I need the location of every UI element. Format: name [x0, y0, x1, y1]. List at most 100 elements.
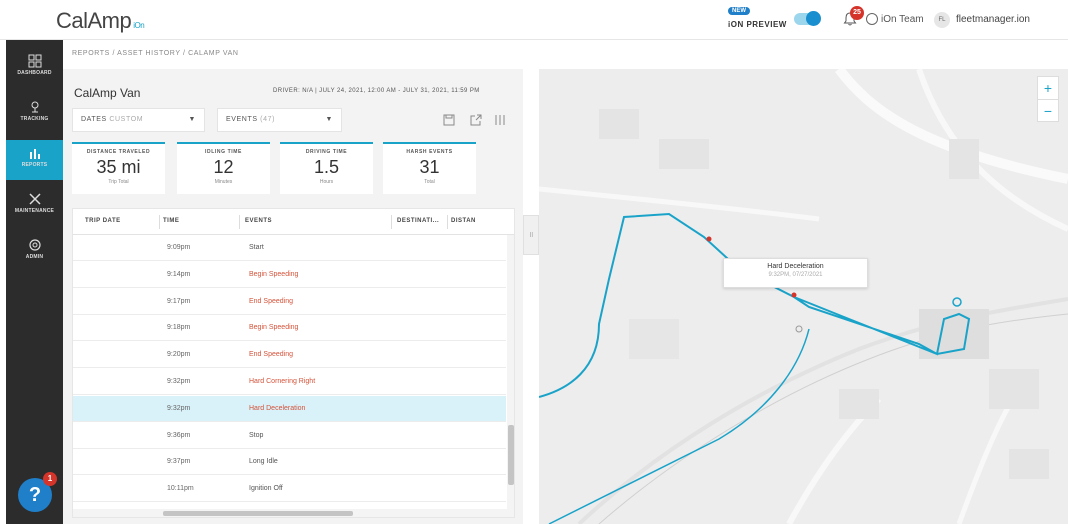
column-header-trip-date[interactable]: TRIP DATE [85, 218, 121, 224]
sidebar-item-reports[interactable]: REPORTS [6, 140, 63, 180]
driver-date-info: DRIVER: N/A | JULY 24, 2021, 12:00 AM - … [273, 88, 480, 94]
export-icon[interactable] [470, 114, 482, 126]
stat-unit: Trip Total [108, 179, 129, 185]
cell-event: Begin Speeding [249, 324, 299, 331]
sidebar-item-admin[interactable]: ADMIN [6, 232, 63, 272]
sidebar-item-label: REPORTS [21, 162, 48, 168]
chevron-down-icon: ▼ [188, 116, 196, 123]
column-header-distance[interactable]: DISTAN [451, 218, 476, 224]
map-canvas [539, 69, 1068, 524]
cell-time: 9:32pm [167, 405, 191, 412]
column-header-destination[interactable]: DESTINATI... [397, 218, 440, 224]
top-bar: CalAmp iOn NEW iON PREVIEW 25 iOn Team FL… [0, 0, 1068, 40]
table-header: TRIP DATE TIME EVENTS DESTINATI... DISTA… [73, 209, 514, 235]
popup-subtitle: 9:32PM, 07/27/2021 [768, 272, 823, 278]
stat-distance: DISTANCE TRAVELED 35 mi Trip Total [72, 142, 165, 194]
stat-title: HARSH EVENTS [406, 149, 453, 155]
cell-event: Start [249, 244, 264, 251]
column-header-events[interactable]: EVENTS [245, 218, 273, 224]
cell-event: End Speeding [249, 351, 293, 358]
toggle-knob [806, 11, 821, 26]
sidebar-item-dashboard[interactable]: DASHBOARD [6, 48, 63, 88]
scrollbar-thumb[interactable] [163, 511, 353, 516]
table-row[interactable]: 9:09pm Start [73, 235, 506, 261]
dates-dropdown[interactable]: DATES CUSTOM ▼ [72, 108, 205, 132]
stat-title: IDLING TIME [205, 149, 242, 155]
cell-event: Hard Cornering Right [249, 378, 316, 385]
cell-time: 9:37pm [167, 458, 191, 465]
stat-unit: Minutes [214, 179, 233, 185]
horizontal-scrollbar[interactable] [73, 509, 514, 517]
zoom-in-button[interactable]: + [1043, 80, 1053, 96]
cell-event: Ignition Off [249, 485, 283, 492]
table-row-selected[interactable]: 9:32pm Hard Deceleration [73, 396, 506, 422]
stat-value: 1.5 [313, 157, 340, 177]
panel-collapse-handle[interactable]: ॥ [523, 215, 539, 255]
events-label: EVENTS [226, 116, 258, 123]
map-zoom-control: + − [1037, 76, 1059, 122]
tracking-icon [31, 101, 38, 113]
sidebar-item-label: DASHBOARD [17, 70, 52, 76]
ion-preview: NEW iON PREVIEW [728, 7, 787, 31]
avatar[interactable]: FL [934, 12, 950, 28]
table-row[interactable]: 9:36pm Stop [73, 423, 506, 449]
stat-value: 31 [419, 157, 440, 177]
events-dropdown[interactable]: EVENTS (47) ▼ [217, 108, 342, 132]
table-row[interactable]: 9:17pm End Speeding [73, 289, 506, 315]
team-icon[interactable] [866, 13, 878, 25]
stat-title: DRIVING TIME [305, 149, 348, 155]
map-event-popup[interactable]: Hard Deceleration 9:32PM, 07/27/2021 [723, 258, 868, 288]
map-view[interactable]: Hard Deceleration 9:32PM, 07/27/2021 [539, 69, 1068, 524]
column-divider[interactable] [447, 215, 448, 229]
page-title: CalAmp Van [74, 86, 141, 100]
team-label[interactable]: iOn Team [881, 14, 924, 25]
cell-time: 9:09pm [167, 244, 191, 251]
stat-title: DISTANCE TRAVELED [86, 149, 151, 155]
scrollbar-thumb[interactable] [508, 425, 514, 485]
save-icon[interactable] [443, 114, 455, 126]
table-row[interactable]: 9:20pm End Speeding [73, 342, 506, 368]
table-row[interactable]: 9:37pm Long Idle [73, 449, 506, 475]
notification-count-badge: 25 [850, 6, 864, 20]
stat-driving: DRIVING TIME 1.5 Hours [280, 142, 373, 194]
calamp-logo[interactable]: CalAmp iOn [56, 8, 145, 34]
table-row[interactable]: 9:18pm Begin Speeding [73, 315, 506, 341]
column-header-time[interactable]: TIME [163, 218, 180, 224]
user-label[interactable]: fleetmanager.ion [956, 14, 1030, 25]
cell-event: Stop [249, 432, 264, 439]
logo-text: CalAmp [56, 8, 132, 33]
ion-preview-toggle[interactable] [794, 11, 821, 26]
stat-value: 35 mi [96, 157, 141, 177]
logo-sub: iOn [133, 21, 145, 30]
sidebar-item-maintenance[interactable]: MAINTENANCE [6, 186, 63, 226]
stat-unit: Total [424, 179, 435, 185]
new-badge: NEW [728, 7, 750, 15]
stat-unit: Hours [319, 179, 334, 185]
columns-icon[interactable] [494, 114, 506, 126]
cell-time: 9:32pm [167, 378, 191, 385]
sidebar-item-label: TRACKING [20, 116, 49, 122]
table-row[interactable]: 10:11pm Ignition Off [73, 476, 506, 502]
zoom-out-button[interactable]: − [1038, 99, 1058, 121]
stat-idling: IDLING TIME 12 Minutes [177, 142, 270, 194]
table-row[interactable]: 9:14pm Begin Speeding [73, 262, 506, 288]
reports-icon [29, 149, 40, 159]
cell-time: 9:18pm [167, 324, 191, 331]
admin-icon [28, 239, 41, 251]
cell-time: 9:36pm [167, 432, 191, 439]
sidebar-item-tracking[interactable]: TRACKING [6, 94, 63, 134]
cell-event: Begin Speeding [249, 271, 299, 278]
column-divider[interactable] [159, 215, 160, 229]
ion-preview-label: iON PREVIEW [728, 19, 787, 29]
cell-time: 9:14pm [167, 271, 191, 278]
sidebar: DASHBOARD TRACKING REPORTS MAINTENANCE A… [6, 40, 63, 524]
vertical-scrollbar[interactable] [507, 235, 514, 509]
column-divider[interactable] [239, 215, 240, 229]
sidebar-item-label: MAINTENANCE [14, 208, 55, 214]
breadcrumb[interactable]: REPORTS / ASSET HISTORY / CALAMP VAN [72, 50, 239, 57]
stat-value: 12 [213, 157, 234, 177]
table-row[interactable]: 9:32pm Hard Cornering Right [73, 369, 506, 395]
dates-label: DATES [81, 116, 107, 123]
maintenance-icon [28, 193, 41, 205]
column-divider[interactable] [391, 215, 392, 229]
